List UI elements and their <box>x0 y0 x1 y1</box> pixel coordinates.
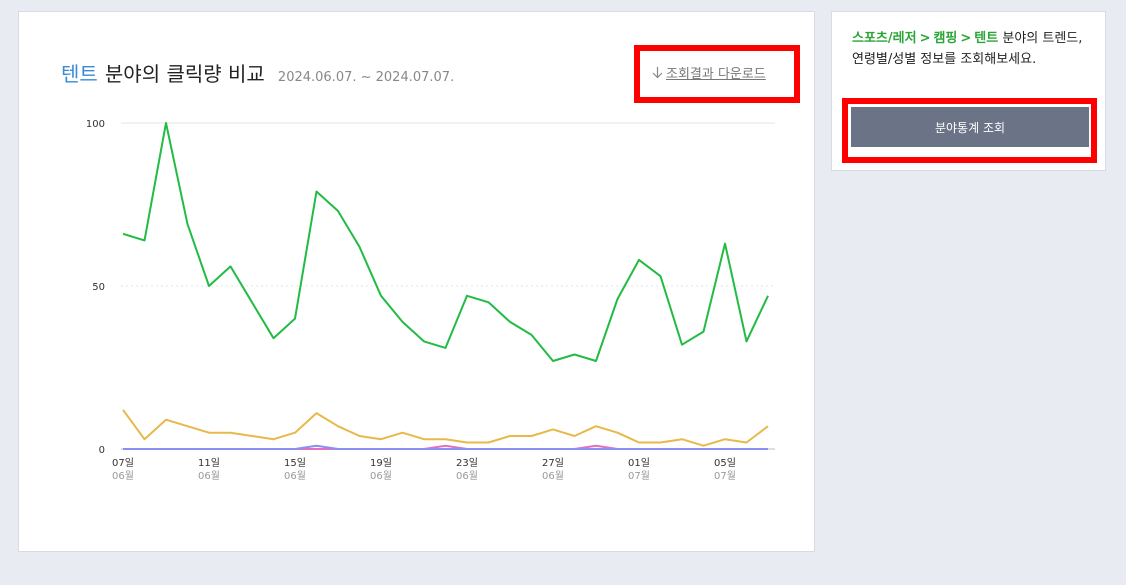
breadcrumb-sports[interactable]: 스포츠/레저 <box>852 31 917 46</box>
title-keyword: 텐트 <box>61 62 98 86</box>
x-tick-month-label: 07월 <box>714 470 736 482</box>
download-label: 조회결과 다운로드 <box>666 67 766 82</box>
x-tick-month-label: 06월 <box>198 470 220 482</box>
x-tick-month-label: 06월 <box>542 470 564 482</box>
y-tick-label: 100 <box>86 119 105 130</box>
x-tick-label: 07일 <box>112 457 134 469</box>
description-text: 분야의 트렌드, 연령별/성별 정보를 조회해보세요. <box>852 31 1083 67</box>
x-tick-label: 19일 <box>370 457 392 469</box>
download-highlight-box <box>634 45 800 103</box>
x-tick-label: 01일 <box>628 457 650 469</box>
breadcrumb-tent[interactable]: 텐트 <box>974 31 999 46</box>
x-tick-month-label: 06월 <box>370 470 392 482</box>
series-line <box>122 122 769 362</box>
y-tick-label: 50 <box>92 282 105 293</box>
y-tick-label: 0 <box>99 445 105 456</box>
download-arrow-icon <box>652 67 663 82</box>
x-tick-label: 15일 <box>284 457 306 469</box>
x-tick-month-label: 06월 <box>284 470 306 482</box>
series-line <box>122 409 769 447</box>
trend-chart-panel: 텐트 분야의 클릭량 비교 2024.06.07. ~ 2024.07.07. … <box>18 11 815 552</box>
breadcrumb-separator: > <box>919 31 931 46</box>
click-volume-line-chart: 05010007일06월11일06월15일06월19일06월23일06월27일0… <box>86 119 775 482</box>
x-tick-month-label: 06월 <box>456 470 478 482</box>
breadcrumb-camping[interactable]: 캠핑 <box>933 31 958 46</box>
breadcrumb-separator: > <box>960 31 972 46</box>
category-info-panel: 스포츠/레저 > 캠핑 > 텐트 분야의 트렌드, 연령별/성별 정보를 조회해보세요.… <box>831 11 1106 171</box>
x-tick-label: 11일 <box>198 457 220 469</box>
x-tick-label: 05일 <box>714 457 736 469</box>
chart-title: 텐트 분야의 클릭량 비교 2024.06.07. ~ 2024.07.07. <box>61 58 454 87</box>
x-tick-label: 27일 <box>542 457 564 469</box>
category-stats-button[interactable]: 분야통계 조회 <box>851 107 1089 147</box>
x-tick-month-label: 06월 <box>112 470 134 482</box>
stats-highlight-box <box>842 98 1097 163</box>
date-range: 2024.06.07. ~ 2024.07.07. <box>277 70 455 85</box>
series-line <box>123 444 768 450</box>
x-tick-label: 23일 <box>456 457 478 469</box>
x-tick-month-label: 07월 <box>628 470 650 482</box>
download-results-link[interactable]: 조회결과 다운로드 <box>652 63 766 82</box>
category-description: 스포츠/레저 > 캠핑 > 텐트 분야의 트렌드, 연령별/성별 정보를 조회해보세요. <box>852 28 1092 70</box>
title-text: 분야의 클릭량 비교 <box>104 62 265 86</box>
